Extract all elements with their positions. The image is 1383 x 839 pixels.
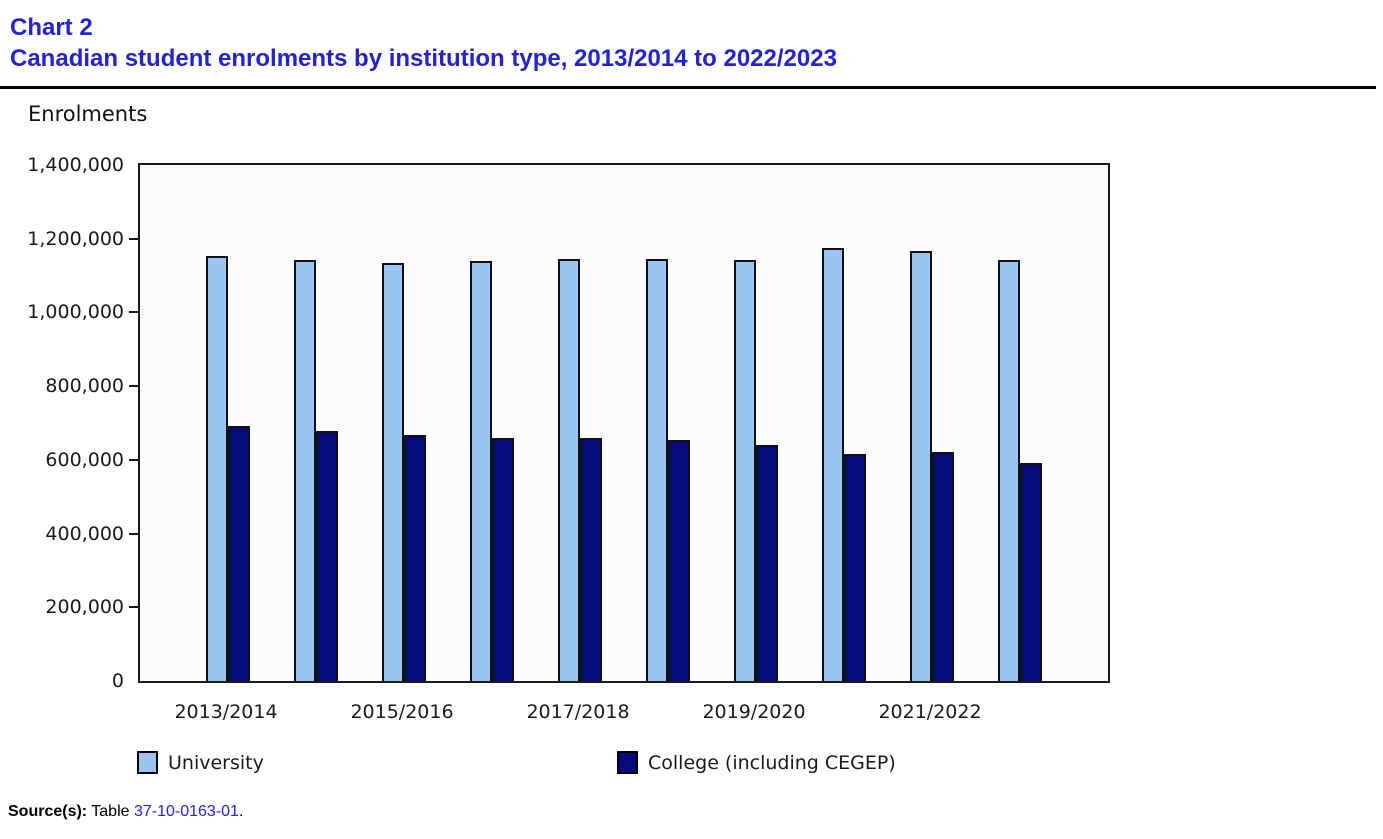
- university-bar: [294, 260, 316, 681]
- college-bar: [316, 431, 338, 681]
- y-tick-label: 1,000,000: [27, 301, 124, 324]
- y-tick-label: 0: [111, 670, 124, 692]
- university-bar: [470, 261, 492, 681]
- university-bar: [734, 260, 756, 681]
- university-bar: [558, 259, 580, 681]
- y-tick-label: 200,000: [45, 596, 124, 619]
- university-bar: [646, 259, 668, 681]
- x-tick-label: 2021/2022: [878, 701, 982, 723]
- y-axis-unit-label: Enrolments: [28, 102, 148, 126]
- college-bar: [1020, 463, 1042, 681]
- college-swatch-icon: [617, 751, 638, 774]
- college-bar: [580, 438, 602, 681]
- college-bar: [844, 454, 866, 681]
- x-tick-label: 2019/2020: [702, 701, 806, 723]
- x-tick-label: 2015/2016: [350, 701, 454, 723]
- y-tick-label: 1,400,000: [27, 154, 124, 176]
- plot-area: [138, 163, 1110, 683]
- college-bar: [404, 435, 426, 681]
- university-bar: [206, 256, 228, 681]
- chart-header: Chart 2 Canadian student enrolments by i…: [10, 12, 1370, 74]
- university-bar: [910, 251, 932, 681]
- college-bar: [492, 438, 514, 681]
- university-bar: [822, 248, 844, 681]
- y-tick-mark: [129, 458, 138, 461]
- y-tick-mark: [129, 385, 138, 388]
- university-bar: [998, 260, 1020, 681]
- university-swatch-icon: [137, 751, 158, 774]
- legend-label-college: College (including CEGEP): [648, 751, 896, 774]
- legend-label-university: University: [168, 751, 264, 774]
- title-divider: [0, 86, 1376, 89]
- y-tick-mark: [129, 532, 138, 535]
- college-bar: [932, 452, 954, 681]
- y-tick-label: 1,200,000: [27, 227, 124, 250]
- x-tick-label: 2013/2014: [174, 701, 278, 723]
- source-text: Table: [87, 803, 134, 820]
- college-bar: [756, 445, 778, 681]
- source-suffix: .: [238, 803, 244, 820]
- source-note: Source(s): Table 37-10-0163-01.: [8, 803, 243, 821]
- y-tick-mark: [129, 606, 138, 609]
- legend-item-university: University: [137, 751, 264, 774]
- y-tick-mark: [129, 237, 138, 240]
- y-tick-label: 800,000: [45, 375, 124, 398]
- source-table-link[interactable]: 37-10-0163-01: [133, 803, 239, 820]
- source-label: Source(s):: [8, 803, 88, 820]
- x-tick-label: 2017/2018: [526, 701, 630, 723]
- y-tick-mark: [129, 311, 138, 314]
- university-bar: [382, 263, 404, 681]
- y-tick-label: 600,000: [45, 448, 124, 471]
- chart-number: Chart 2: [10, 14, 93, 41]
- college-bar: [228, 426, 250, 681]
- legend-item-college: College (including CEGEP): [617, 751, 896, 774]
- y-tick-label: 400,000: [45, 522, 124, 545]
- college-bar: [668, 440, 690, 681]
- chart-title: Canadian student enrolments by instituti…: [10, 45, 837, 72]
